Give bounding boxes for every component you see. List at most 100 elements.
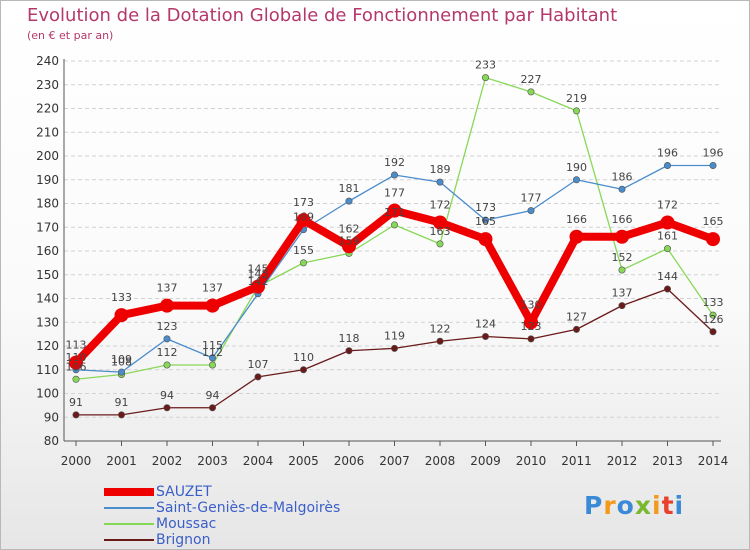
data-point-saint-geni-s-de-malgoir-s <box>618 185 626 193</box>
data-label-brignon: 127 <box>566 310 587 323</box>
data-label-moussac: 112 <box>202 346 223 359</box>
y-tick-label: 110 <box>36 363 59 377</box>
data-point-sauzet <box>387 203 402 218</box>
data-label-saint-geni-s-de-malgoir-s: 177 <box>521 192 542 205</box>
data-point-moussac <box>209 361 217 369</box>
data-point-brignon <box>345 347 353 355</box>
data-label-sauzet: 162 <box>339 222 360 235</box>
data-point-moussac <box>663 245 671 253</box>
data-label-sauzet: 172 <box>657 199 678 212</box>
data-label-brignon: 110 <box>293 351 314 364</box>
logo-letter: x <box>634 491 652 520</box>
y-tick-label: 100 <box>36 387 59 401</box>
data-point-moussac <box>72 375 80 383</box>
data-point-sauzet <box>69 355 83 370</box>
x-tick-label: 2003 <box>197 454 228 468</box>
data-point-sauzet <box>524 315 538 330</box>
data-point-sauzet <box>433 215 447 230</box>
data-label-brignon: 137 <box>612 287 633 300</box>
x-tick-label: 2013 <box>652 454 683 468</box>
data-label-saint-geni-s-de-malgoir-s: 123 <box>157 320 178 333</box>
data-label-brignon: 144 <box>657 270 678 283</box>
data-point-saint-geni-s-de-malgoir-s <box>663 162 671 170</box>
data-point-brignon <box>436 337 444 345</box>
data-point-moussac <box>709 311 717 319</box>
data-label-saint-geni-s-de-malgoir-s: 110 <box>66 351 87 364</box>
data-point-sauzet <box>706 232 720 247</box>
y-tick-label: 200 <box>36 149 59 163</box>
y-tick-label: 220 <box>36 102 59 116</box>
data-point-moussac <box>572 107 580 115</box>
data-label-brignon: 91 <box>69 396 83 409</box>
y-tick-label: 180 <box>36 197 59 211</box>
data-label-saint-geni-s-de-malgoir-s: 109 <box>111 353 132 366</box>
data-label-brignon: 119 <box>384 329 405 342</box>
data-point-brignon <box>709 328 717 336</box>
logo-letter: P <box>584 491 604 520</box>
legend-item-moussac: Moussac <box>104 516 340 532</box>
data-label-sauzet: 137 <box>157 282 178 295</box>
x-tick-label: 2008 <box>425 454 456 468</box>
data-point-brignon <box>618 302 626 310</box>
y-tick-label: 150 <box>36 268 59 282</box>
data-label-brignon: 126 <box>703 313 724 326</box>
data-label-moussac: 171 <box>384 206 405 219</box>
legend-swatch <box>104 488 154 496</box>
x-tick-label: 2000 <box>61 454 92 468</box>
data-label-saint-geni-s-de-malgoir-s: 115 <box>202 339 223 352</box>
data-label-moussac: 227 <box>521 73 542 86</box>
data-label-moussac: 108 <box>111 356 132 369</box>
legend-item-brignon: Brignon <box>104 532 340 548</box>
data-point-brignon <box>299 366 307 374</box>
legend-item-sauzet: SAUZET <box>104 484 340 500</box>
data-point-moussac <box>618 266 626 274</box>
axes: 8090100110120130140150160170180190200210… <box>36 54 728 468</box>
data-label-brignon: 107 <box>248 358 269 371</box>
data-point-brignon <box>390 344 398 352</box>
data-label-brignon: 123 <box>521 320 542 333</box>
data-label-saint-geni-s-de-malgoir-s: 173 <box>475 201 496 214</box>
proxiti-logo: Proxiti <box>584 491 684 520</box>
data-label-saint-geni-s-de-malgoir-s: 192 <box>384 156 405 169</box>
y-tick-label: 240 <box>36 54 59 68</box>
data-point-moussac <box>390 221 398 229</box>
data-label-saint-geni-s-de-malgoir-s: 181 <box>339 182 360 195</box>
y-tick-label: 90 <box>44 410 59 424</box>
data-point-brignon <box>481 332 489 340</box>
data-point-sauzet <box>296 213 311 228</box>
data-label-sauzet: 137 <box>202 282 223 295</box>
legend-label: Moussac <box>156 516 217 532</box>
data-point-brignon <box>663 285 671 293</box>
data-point-moussac <box>481 74 489 82</box>
data-label-sauzet: 165 <box>475 215 496 228</box>
data-label-moussac: 106 <box>66 360 87 373</box>
data-point-brignon <box>572 325 580 333</box>
data-label-moussac: 133 <box>703 296 724 309</box>
data-point-moussac <box>436 240 444 248</box>
data-label-saint-geni-s-de-malgoir-s: 189 <box>430 163 451 176</box>
data-label-sauzet: 133 <box>111 291 132 304</box>
data-label-brignon: 91 <box>115 396 129 409</box>
data-point-brignon <box>163 404 171 412</box>
y-tick-label: 160 <box>36 244 59 258</box>
data-point-moussac <box>163 361 171 369</box>
data-point-saint-geni-s-de-malgoir-s <box>390 171 398 179</box>
data-label-moussac: 159 <box>339 234 360 247</box>
x-tick-label: 2002 <box>152 454 183 468</box>
data-point-saint-geni-s-de-malgoir-s <box>163 335 171 343</box>
y-tick-label: 130 <box>36 315 59 329</box>
y-tick-label: 170 <box>36 220 59 234</box>
data-label-saint-geni-s-de-malgoir-s: 186 <box>612 170 633 183</box>
logo-letter: r <box>603 491 617 520</box>
logo-letter: t <box>661 491 675 520</box>
data-label-saint-geni-s-de-malgoir-s: 190 <box>566 161 587 174</box>
data-labels: 91 91 94 94 107 110 118 119 122 124 123 127 137 144 12… <box>66 59 724 409</box>
legend-item-saint-genies: Saint-Geniès-de-Malgoirès <box>104 500 340 516</box>
y-tick-label: 190 <box>36 173 59 187</box>
data-label-brignon: 94 <box>206 389 220 402</box>
data-point-saint-geni-s-de-malgoir-s <box>572 176 580 184</box>
data-label-sauzet: 166 <box>566 213 587 226</box>
data-point-saint-geni-s-de-malgoir-s <box>345 197 353 205</box>
y-tick-label: 80 <box>44 434 59 448</box>
